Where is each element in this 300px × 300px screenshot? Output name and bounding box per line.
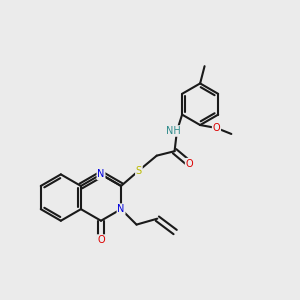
Text: O: O xyxy=(186,159,193,169)
Text: N: N xyxy=(117,204,125,214)
Text: O: O xyxy=(97,235,105,245)
Text: N: N xyxy=(97,169,105,179)
Text: O: O xyxy=(213,123,220,133)
Text: NH: NH xyxy=(166,126,181,136)
Text: S: S xyxy=(136,166,142,176)
